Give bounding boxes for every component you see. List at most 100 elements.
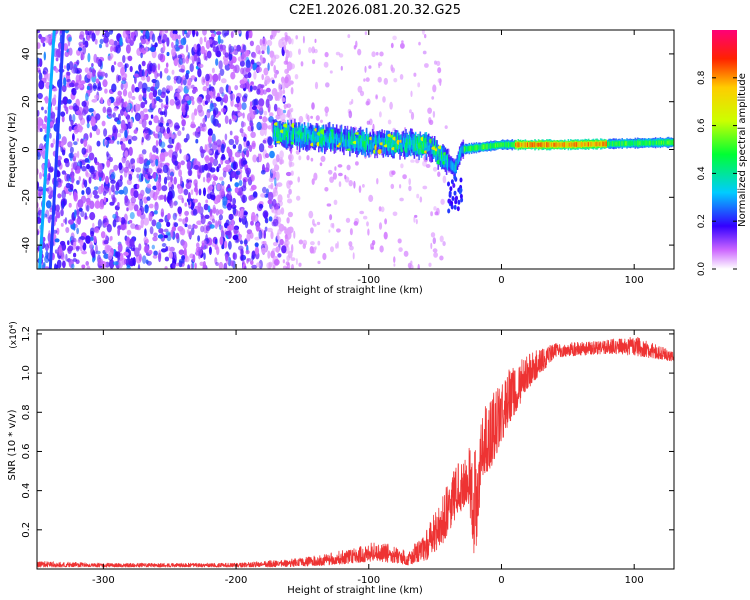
noise-speckle: [254, 242, 259, 248]
signal-band-cell: [382, 143, 385, 152]
sparse-speckle: [353, 45, 357, 50]
noise-speckle: [146, 196, 151, 201]
noise-speckle: [234, 103, 240, 108]
signal-band-cell: [608, 141, 610, 146]
sparse-speckle: [319, 162, 323, 167]
sparse-speckle: [329, 70, 333, 74]
sparse-speckle: [400, 42, 405, 49]
noise-speckle: [104, 244, 111, 254]
signal-band-cell: [499, 142, 502, 147]
noise-speckle: [140, 52, 143, 59]
signal-band-cell: [399, 143, 401, 149]
noise-speckle: [205, 55, 208, 61]
sparse-speckle: [366, 120, 371, 125]
noise-speckle: [111, 43, 116, 52]
noise-speckle: [255, 44, 261, 55]
sparse-speckle: [326, 203, 332, 207]
noise-speckle: [160, 102, 164, 110]
noise-speckle: [42, 42, 46, 47]
noise-speckle: [152, 131, 156, 136]
sparse-speckle: [413, 72, 417, 77]
signal-band-cell: [291, 134, 294, 141]
signal-band-cell: [346, 140, 349, 147]
signal-band-cell: [453, 163, 455, 172]
noise-speckle: [248, 195, 253, 201]
noise-speckle: [231, 218, 235, 228]
noise-speckle: [68, 152, 74, 159]
y-tick-label: 1.2: [21, 326, 32, 342]
signal-band-cell: [566, 142, 568, 147]
signal-band-cell: [599, 141, 602, 147]
noise-speckle: [37, 217, 42, 224]
noise-speckle: [219, 39, 224, 44]
signal-band-cell: [621, 141, 623, 146]
noise-speckle: [175, 232, 180, 240]
sparse-speckle: [390, 42, 394, 49]
noise-speckle: [134, 112, 141, 122]
noise-speckle: [148, 120, 153, 126]
noise-speckle: [217, 123, 222, 128]
noise-speckle: [62, 96, 69, 105]
noise-speckle: [229, 93, 236, 101]
signal-dip-speckle: [447, 208, 451, 214]
noise-speckle: [212, 46, 219, 53]
signal-band-cell: [592, 142, 595, 147]
noise-speckle: [39, 172, 42, 180]
signal-band-cell: [652, 140, 654, 146]
signal-band-cell: [469, 145, 472, 152]
noise-speckle: [196, 242, 200, 249]
signal-band-cell: [589, 142, 591, 147]
noise-speckle: [224, 159, 231, 165]
noise-speckle: [125, 44, 131, 54]
noise-speckle: [37, 116, 43, 127]
noise-speckle: [151, 219, 157, 227]
noise-speckle: [140, 101, 146, 109]
noise-speckle: [264, 127, 267, 136]
noise-speckle: [129, 212, 135, 220]
signal-band-cell: [534, 142, 536, 148]
noise-speckle: [158, 39, 163, 45]
signal-band-cell: [367, 137, 369, 143]
noise-speckle: [224, 133, 228, 141]
signal-band-cell: [656, 140, 658, 145]
noise-speckle: [232, 206, 237, 216]
noise-speckle: [100, 231, 106, 239]
noise-speckle: [247, 258, 252, 262]
noise-speckle: [166, 51, 170, 57]
noise-speckle: [140, 218, 144, 229]
noise-speckle: [198, 165, 205, 174]
noise-speckle: [143, 245, 150, 254]
signal-band-cell: [356, 137, 358, 144]
noise-speckle: [69, 183, 74, 191]
noise-speckle: [164, 256, 170, 262]
sparse-speckle: [364, 65, 367, 73]
sparse-speckle: [313, 223, 317, 227]
noise-speckle: [233, 226, 239, 234]
sparse-speckle: [312, 218, 315, 226]
noise-speckle: [226, 202, 232, 211]
noise-speckle: [250, 260, 254, 265]
noise-speckle: [117, 90, 122, 97]
noise-speckle: [92, 222, 95, 229]
noise-speckle: [183, 188, 189, 196]
sparse-speckle: [294, 74, 299, 80]
signal-band-cell: [277, 127, 279, 137]
signal-band-cell: [634, 140, 637, 146]
noise-speckle: [135, 167, 142, 173]
noise-speckle: [216, 183, 221, 191]
signal-band-cell: [603, 141, 606, 146]
noise-speckle: [159, 70, 163, 79]
noise-speckle: [255, 262, 261, 268]
noise-speckle: [216, 50, 222, 58]
signal-band-cell: [439, 145, 442, 157]
noise-speckle: [228, 118, 232, 125]
sparse-speckle: [431, 96, 435, 100]
signal-band-cell: [420, 145, 423, 152]
sparse-speckle: [371, 51, 376, 58]
sparse-speckle: [410, 90, 413, 98]
signal-band-cell: [371, 133, 374, 145]
sparse-speckle: [286, 193, 290, 199]
noise-speckle: [70, 119, 74, 127]
noise-speckle: [71, 174, 75, 184]
noise-speckle: [189, 181, 192, 186]
